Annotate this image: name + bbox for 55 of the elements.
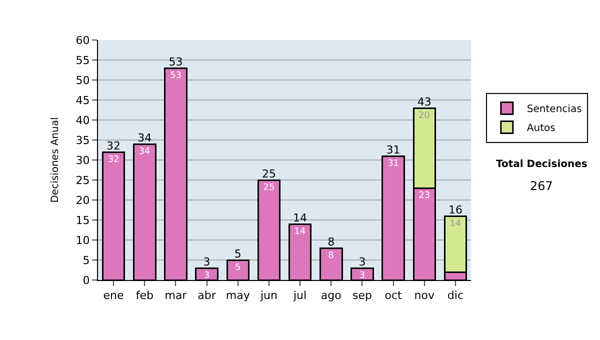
data-label: 53 bbox=[170, 71, 182, 81]
total-label: 53 bbox=[168, 55, 183, 68]
data-label: 23 bbox=[418, 191, 430, 201]
total-label: 3 bbox=[203, 255, 210, 268]
total-label: 8 bbox=[328, 235, 335, 248]
data-label: 3 bbox=[204, 271, 210, 281]
y-tick-label: 40 bbox=[76, 114, 90, 127]
y-tick-label: 25 bbox=[76, 174, 90, 187]
y-tick-label: 55 bbox=[76, 54, 90, 67]
data-label: 14 bbox=[450, 219, 462, 229]
y-tick-label: 45 bbox=[76, 94, 90, 107]
x-tick-label: may bbox=[226, 289, 250, 302]
x-tick-label: feb bbox=[136, 289, 154, 302]
x-tick-label: mar bbox=[164, 289, 188, 302]
x-tick-label: jun bbox=[259, 289, 278, 302]
text: 267 bbox=[530, 179, 553, 193]
x-tick-label: dic bbox=[447, 289, 464, 302]
y-tick-label: 50 bbox=[76, 74, 90, 87]
y-tick-label: 35 bbox=[76, 134, 90, 147]
total-label: 3 bbox=[358, 255, 366, 268]
data-label: 31 bbox=[388, 159, 400, 169]
y-axis-title: Decisiones Anual bbox=[50, 117, 61, 203]
total-label: 25 bbox=[262, 167, 276, 180]
total-label: 34 bbox=[138, 131, 152, 144]
x-tick-label: jul bbox=[292, 289, 307, 302]
y-tick-label: 30 bbox=[76, 154, 90, 167]
data-label: 32 bbox=[108, 155, 120, 165]
data-label: 25 bbox=[263, 183, 275, 193]
data-label: 8 bbox=[328, 251, 334, 261]
text: Total Decisiones bbox=[496, 159, 588, 170]
total-label: 5 bbox=[234, 247, 242, 260]
y-tick-label: 15 bbox=[76, 214, 90, 227]
y-tick-label: 10 bbox=[76, 234, 90, 247]
x-tick-label: ene bbox=[103, 289, 124, 302]
x-tick-label: nov bbox=[414, 289, 435, 302]
y-tick-label: 60 bbox=[76, 34, 90, 47]
y-tick-label: 0 bbox=[82, 274, 90, 287]
x-tick-label: ago bbox=[320, 289, 342, 302]
y-tick-label: 20 bbox=[76, 194, 90, 207]
data-label: 14 bbox=[294, 227, 306, 237]
legend-label: Autos bbox=[526, 123, 556, 134]
data-label: 3 bbox=[359, 271, 366, 281]
total-label: 16 bbox=[448, 203, 462, 216]
total-label: 31 bbox=[386, 143, 400, 156]
data-label: 34 bbox=[138, 147, 150, 157]
x-tick-label: abr bbox=[198, 289, 216, 302]
y-tick-label: 5 bbox=[82, 254, 90, 267]
total-label: 32 bbox=[106, 139, 121, 152]
x-tick-label: oct bbox=[384, 289, 403, 302]
legend-label: Sentencias bbox=[526, 104, 582, 116]
data-label: 20 bbox=[418, 111, 430, 121]
total-label: 14 bbox=[293, 211, 308, 224]
x-tick-label: sep bbox=[352, 289, 372, 302]
total-label: 43 bbox=[417, 95, 432, 108]
data-label: 5 bbox=[235, 263, 241, 273]
